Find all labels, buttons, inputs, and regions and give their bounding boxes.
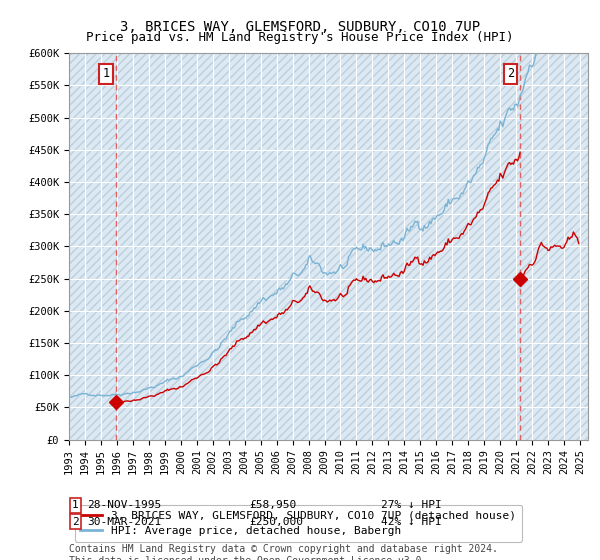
Text: 3, BRICES WAY, GLEMSFORD, SUDBURY, CO10 7UP: 3, BRICES WAY, GLEMSFORD, SUDBURY, CO10 … — [120, 20, 480, 34]
Text: £58,950: £58,950 — [249, 500, 296, 510]
Text: 1: 1 — [103, 67, 110, 80]
Text: 2: 2 — [72, 517, 79, 527]
Text: 42% ↓ HPI: 42% ↓ HPI — [381, 517, 442, 527]
Text: Price paid vs. HM Land Registry's House Price Index (HPI): Price paid vs. HM Land Registry's House … — [86, 31, 514, 44]
Text: £250,000: £250,000 — [249, 517, 303, 527]
Text: 30-MAR-2021: 30-MAR-2021 — [87, 517, 161, 527]
Legend: 3, BRICES WAY, GLEMSFORD, SUDBURY, CO10 7UP (detached house), HPI: Average price: 3, BRICES WAY, GLEMSFORD, SUDBURY, CO10 … — [74, 505, 522, 542]
Text: 28-NOV-1995: 28-NOV-1995 — [87, 500, 161, 510]
Text: 1: 1 — [72, 500, 79, 510]
Text: Contains HM Land Registry data © Crown copyright and database right 2024.
This d: Contains HM Land Registry data © Crown c… — [69, 544, 498, 560]
Text: 2: 2 — [507, 67, 514, 80]
Text: 27% ↓ HPI: 27% ↓ HPI — [381, 500, 442, 510]
